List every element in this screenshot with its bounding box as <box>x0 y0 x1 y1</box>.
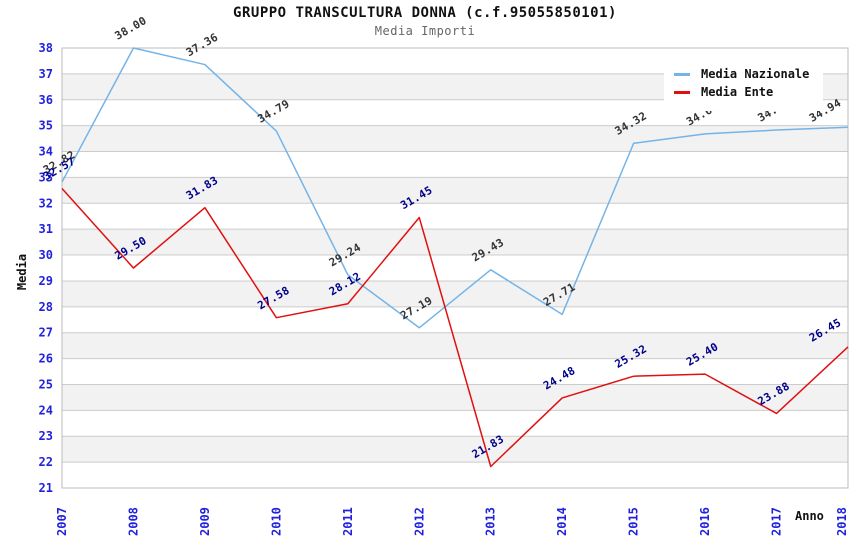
legend-label: Media Ente <box>701 85 774 99</box>
x-tick-label: 2013 <box>484 507 498 536</box>
series-line-media-nazionale <box>61 47 849 329</box>
y-tick-label: 26 <box>39 352 53 366</box>
y-tick-label: 36 <box>39 93 53 107</box>
y-axis-title: Media <box>15 253 30 291</box>
y-tick-label: 37 <box>39 67 53 81</box>
y-tick-label: 30 <box>39 248 53 262</box>
y-tick-label: 29 <box>39 274 53 288</box>
x-tick-label: 2017 <box>770 507 784 536</box>
x-tick-label: 2008 <box>126 507 140 536</box>
x-axis-title: Anno <box>795 509 824 523</box>
x-tick-label: 2015 <box>627 507 641 536</box>
plot-band <box>62 332 848 359</box>
y-tick-label: 28 <box>39 300 53 314</box>
legend-item-media-ente: Media Ente <box>674 85 809 99</box>
plot-band <box>62 177 848 204</box>
plot-band <box>62 280 848 307</box>
y-tick-label: 31 <box>39 222 53 236</box>
y-tick-label: 38 <box>39 41 53 55</box>
plot-band <box>62 229 848 256</box>
data-label: 37.36 <box>184 31 221 60</box>
data-label: 38.00 <box>112 14 148 43</box>
media-ente-line-swatch-icon <box>674 90 690 94</box>
y-tick-label: 27 <box>39 326 53 340</box>
x-tick-label: 2012 <box>412 507 426 536</box>
legend-item-media-nazionale: Media Nazionale <box>674 67 809 81</box>
x-tick-label: 2016 <box>698 507 712 536</box>
y-tick-label: 25 <box>39 377 53 391</box>
y-tick-label: 24 <box>39 403 53 417</box>
y-tick-label: 34 <box>39 145 53 159</box>
y-tick-label: 23 <box>39 429 53 443</box>
x-tick-label: 2018 <box>835 507 849 536</box>
y-tick-label: 22 <box>39 455 53 469</box>
y-tick-label: 33 <box>39 170 53 184</box>
legend-label: Media Nazionale <box>701 67 810 81</box>
plot-band <box>62 125 848 152</box>
plot-band <box>62 384 848 411</box>
plot-band <box>62 436 848 463</box>
x-tick-label: 2009 <box>198 507 212 536</box>
x-tick-label: 2011 <box>341 507 355 536</box>
y-tick-label: 32 <box>39 196 53 210</box>
x-tick-label: 2014 <box>555 507 569 536</box>
series-line-media-ente <box>61 188 849 468</box>
chart-title: GRUPPO TRANSCULTURA DONNA (c.f.950558501… <box>233 5 617 21</box>
y-tick-label: 21 <box>39 481 53 495</box>
y-tick-label: 35 <box>39 119 53 133</box>
x-tick-label: 2010 <box>269 507 283 536</box>
media-nazionale-line-swatch-icon <box>674 72 690 76</box>
plot-border <box>61 47 849 489</box>
legend: Media Nazionale Media Ente <box>664 56 824 111</box>
x-tick-label: 2007 <box>55 507 69 536</box>
data-label: 34.79 <box>255 97 291 126</box>
chart-subtitle: Media Importi <box>374 24 476 38</box>
